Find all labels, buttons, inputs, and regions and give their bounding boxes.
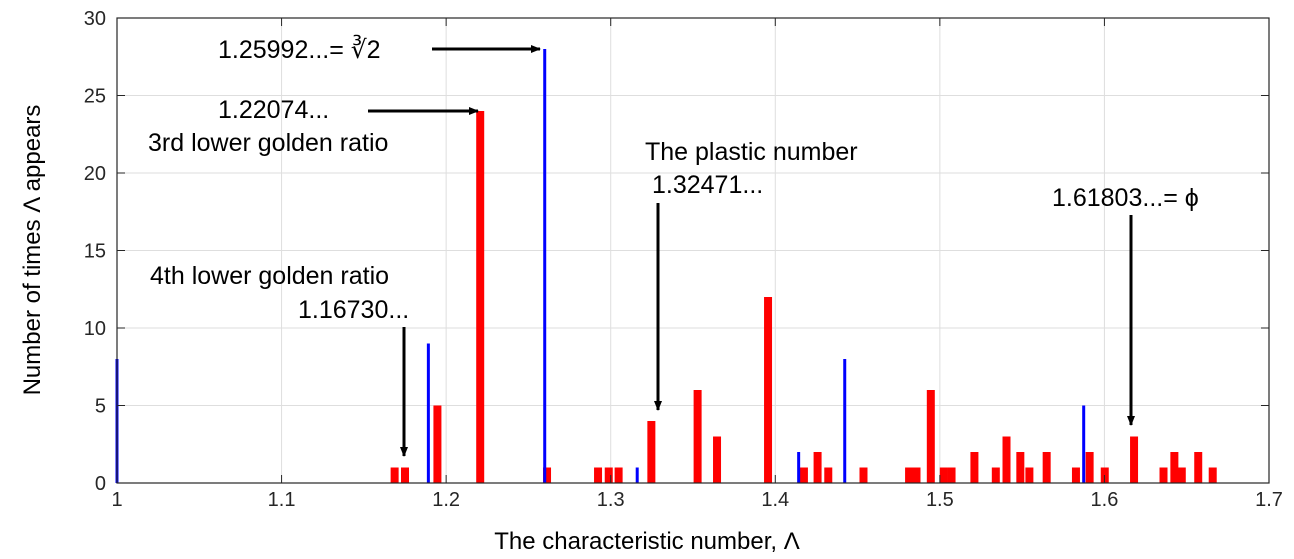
x-tick-label: 1.6 bbox=[1091, 489, 1119, 511]
y-axis-label: Number of times Λ appears bbox=[19, 105, 46, 396]
x-tick-label: 1.7 bbox=[1255, 489, 1283, 511]
blue-bar bbox=[1082, 405, 1086, 483]
blue-bar bbox=[635, 467, 639, 483]
x-tick-label: 1.2 bbox=[432, 489, 460, 511]
red-bar bbox=[594, 467, 603, 483]
x-tick-label: 1 bbox=[111, 489, 122, 511]
red-bar bbox=[693, 390, 702, 483]
y-tick-label: 10 bbox=[84, 318, 106, 340]
red-bar bbox=[401, 467, 409, 483]
red-bar bbox=[799, 467, 808, 483]
red-bar bbox=[947, 467, 956, 483]
y-tick-label: 20 bbox=[84, 163, 106, 185]
red-bar bbox=[433, 405, 442, 483]
red-bar bbox=[1002, 436, 1011, 483]
x-tick-label: 1.5 bbox=[926, 489, 954, 511]
blue-bar bbox=[543, 49, 547, 483]
y-tick-label: 0 bbox=[95, 473, 106, 495]
annotation-phi-text: 1.61803...= ϕ bbox=[1052, 184, 1199, 212]
annotation-plastic-number-value: 1.32471... bbox=[652, 171, 763, 199]
blue-bar bbox=[426, 343, 430, 483]
red-bar bbox=[1130, 436, 1139, 483]
red-bar bbox=[614, 467, 623, 483]
red-bar bbox=[647, 421, 656, 483]
y-tick-label: 15 bbox=[84, 241, 106, 263]
x-axis-label: The characteristic number, Λ bbox=[494, 528, 799, 555]
red-bar bbox=[926, 390, 935, 483]
red-bar bbox=[1025, 467, 1034, 483]
y-tick-label: 25 bbox=[84, 86, 106, 108]
y-tick-label: 30 bbox=[84, 8, 106, 30]
x-tick-label: 1.1 bbox=[268, 489, 296, 511]
blue-bar bbox=[797, 452, 801, 483]
annotation-cube-root-two: 1.25992...= ∛2 bbox=[218, 34, 541, 64]
red-bar bbox=[970, 452, 979, 483]
red-bar bbox=[1042, 452, 1051, 483]
annotation-third-lower-golden: 1.22074... 3rd lower golden ratio bbox=[148, 96, 479, 157]
red-bar bbox=[859, 467, 868, 483]
red-bar bbox=[604, 467, 613, 483]
red-bar bbox=[713, 436, 722, 483]
red-bar bbox=[1170, 452, 1179, 483]
red-bar bbox=[1071, 467, 1080, 483]
red-bar bbox=[390, 467, 399, 483]
annotation-phi: 1.61803...= ϕ bbox=[1052, 184, 1199, 426]
red-bar bbox=[476, 111, 485, 483]
annotation-plastic-number: The plastic number 1.32471... bbox=[645, 138, 858, 411]
red-bar bbox=[912, 467, 921, 483]
blue-bar bbox=[843, 359, 847, 483]
red-bar bbox=[813, 452, 822, 483]
y-tick-label: 5 bbox=[95, 396, 106, 418]
red-bar bbox=[991, 467, 1000, 483]
x-tick-label: 1.4 bbox=[761, 489, 789, 511]
annotation-fourth-lower-golden-value: 1.16730... bbox=[298, 296, 409, 324]
x-tick-label: 1.3 bbox=[597, 489, 625, 511]
red-bar bbox=[543, 467, 552, 483]
red-bar bbox=[1208, 467, 1217, 483]
ticks: 1 1.1 1.2 1.3 1.4 1.5 1.6 1.7 0 5 10 15 20 25 30 bbox=[84, 8, 1283, 511]
annotation-third-lower-golden-name: 3rd lower golden ratio bbox=[148, 129, 388, 157]
red-bar bbox=[1159, 467, 1168, 483]
red-bar bbox=[824, 467, 833, 483]
annotation-cube-root-two-text: 1.25992...= ∛2 bbox=[218, 34, 381, 64]
red-bar bbox=[905, 467, 914, 483]
red-bar bbox=[764, 297, 773, 483]
red-bar bbox=[1194, 452, 1203, 483]
red-bar bbox=[1177, 467, 1186, 483]
red-bar bbox=[1016, 452, 1025, 483]
annotation-fourth-lower-golden-name: 4th lower golden ratio bbox=[150, 262, 389, 290]
red-bar bbox=[939, 467, 948, 483]
annotation-plastic-number-name: The plastic number bbox=[645, 138, 858, 166]
red-bar bbox=[1085, 452, 1094, 483]
annotation-fourth-lower-golden: 4th lower golden ratio 1.16730... bbox=[150, 262, 409, 457]
annotation-third-lower-golden-value: 1.22074... bbox=[218, 96, 329, 124]
